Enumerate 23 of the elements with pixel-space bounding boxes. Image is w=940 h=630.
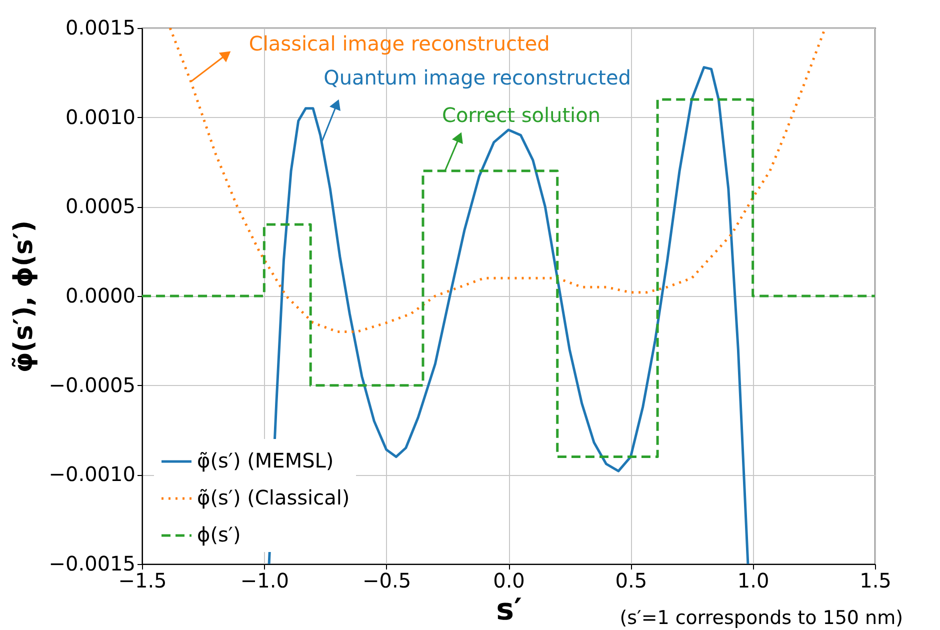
y-tick-label: 0.0015: [66, 16, 136, 40]
y-axis-title: φ̃(s′), ϕ(s′): [8, 220, 39, 373]
legend-label: ϕ(s′): [197, 522, 241, 546]
y-tick-label: 0.0000: [66, 284, 136, 308]
y-tick-label: −0.0010: [48, 462, 136, 486]
x-tick-label: 1.5: [860, 568, 892, 592]
line-series: [168, 28, 826, 333]
annotation: Correct solution: [442, 102, 601, 127]
y-tick-label: 0.0010: [66, 104, 136, 129]
x-axis-title: s′: [496, 592, 522, 628]
y-tick-label: −0.0005: [48, 372, 136, 397]
x-tick-label: −1.0: [240, 568, 289, 592]
text: (s′=1 corresponds to 150 nm): [620, 607, 903, 629]
x-tick-label: 0.5: [615, 568, 648, 592]
legend-label: φ̃(s′) (MEMSL): [197, 448, 334, 472]
annotation: Classical image reconstructed: [248, 32, 550, 56]
x-tick-label: 0.0: [493, 568, 525, 592]
x-tick-label: 1.0: [737, 568, 770, 592]
x-tick-label: −0.5: [362, 568, 412, 592]
legend-label: φ̃(s′) (Classical): [197, 486, 350, 510]
y-tick-label: 0.0005: [66, 194, 136, 218]
y-tick-label: −0.0015: [48, 552, 136, 576]
annotation: Quantum image reconstructed: [324, 65, 631, 90]
